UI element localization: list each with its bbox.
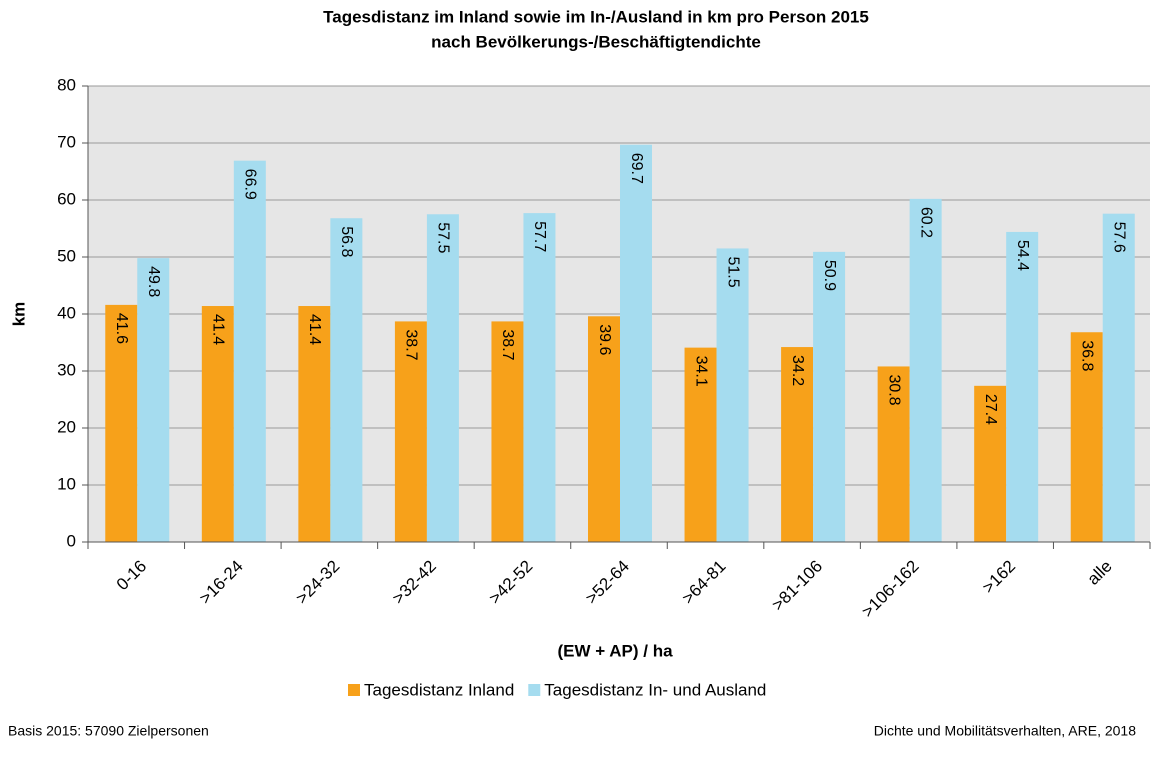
bar — [974, 385, 1007, 542]
y-tick-label: 60 — [57, 189, 76, 208]
data-label: 60.2 — [917, 207, 934, 238]
x-tick-label: >81-106 — [768, 557, 826, 615]
x-tick-label: >16-24 — [196, 557, 247, 608]
y-tick-label: 40 — [57, 303, 76, 322]
data-label: 50.9 — [821, 260, 838, 291]
data-label: 57.6 — [1110, 222, 1127, 253]
bar — [233, 160, 266, 543]
x-tick-label: >52-64 — [582, 557, 633, 608]
source: Dichte und Mobilitätsverhalten, ARE, 201… — [874, 723, 1136, 739]
bar — [137, 258, 170, 542]
legend-label: Tagesdistanz Inland — [364, 680, 514, 699]
bar — [781, 347, 814, 542]
chart-title: Tagesdistanz im Inland sowie im In-/Ausl… — [323, 7, 869, 26]
y-tick-label: 80 — [57, 75, 76, 94]
x-tick-label: alle — [1084, 557, 1116, 589]
bar — [684, 347, 717, 542]
x-tick-label: >24-32 — [292, 557, 343, 608]
bar — [394, 321, 427, 542]
data-label: 57.5 — [435, 222, 452, 253]
x-tick-label: >162 — [979, 557, 1020, 598]
data-label: 41.4 — [306, 314, 323, 345]
data-label: 57.7 — [531, 221, 548, 252]
bar — [201, 306, 234, 542]
bar — [1006, 231, 1039, 543]
bar — [426, 214, 459, 542]
bar — [877, 366, 910, 542]
x-axis-title: (EW + AP) / ha — [557, 641, 673, 660]
note: Basis 2015: 57090 Zielpersonen — [8, 723, 209, 739]
bar — [620, 144, 652, 542]
legend-swatch — [528, 684, 541, 696]
data-label: 38.7 — [499, 329, 516, 360]
bar — [813, 251, 846, 542]
x-tick-label: >42-52 — [485, 557, 536, 608]
bar — [105, 304, 138, 542]
data-label: 27.4 — [982, 394, 999, 425]
data-label: 69.7 — [628, 153, 645, 184]
data-label: 56.8 — [338, 226, 355, 257]
data-label: 66.9 — [242, 169, 259, 200]
bar — [491, 321, 524, 542]
data-label: 38.7 — [403, 329, 420, 360]
data-label: 49.8 — [145, 266, 162, 297]
bar — [909, 198, 942, 543]
data-label: 51.5 — [724, 256, 741, 287]
bar — [330, 218, 363, 543]
y-tick-label: 0 — [67, 531, 76, 550]
bar — [523, 213, 556, 543]
x-tick-label: >106-162 — [858, 557, 923, 622]
data-label: 30.8 — [885, 374, 902, 405]
data-label: 41.4 — [210, 314, 227, 345]
bar — [1070, 332, 1103, 542]
x-tick-label: >32-42 — [389, 557, 440, 608]
y-tick-label: 10 — [57, 474, 76, 493]
data-label: 34.1 — [692, 356, 709, 387]
bar — [1102, 213, 1135, 542]
legend-swatch — [348, 684, 360, 696]
data-label: 36.8 — [1078, 340, 1095, 371]
data-label: 41.6 — [113, 313, 130, 344]
bar — [588, 316, 620, 542]
bar — [716, 248, 749, 542]
y-tick-label: 30 — [57, 360, 76, 379]
x-tick-label: 0-16 — [113, 557, 150, 594]
bar — [298, 306, 331, 542]
x-tick-label: >64-81 — [678, 557, 729, 608]
legend-label: Tagesdistanz In- und Ausland — [544, 680, 766, 699]
y-tick-label: 20 — [57, 417, 76, 436]
chart-subtitle: nach Bevölkerungs-/Beschäftigtendichte — [431, 32, 761, 51]
y-axis-title: km — [9, 302, 28, 327]
y-tick-label: 70 — [57, 132, 76, 151]
data-label: 34.2 — [789, 355, 806, 386]
y-tick-label: 50 — [57, 246, 76, 265]
data-label: 39.6 — [596, 324, 613, 355]
data-label: 54.4 — [1014, 240, 1031, 271]
